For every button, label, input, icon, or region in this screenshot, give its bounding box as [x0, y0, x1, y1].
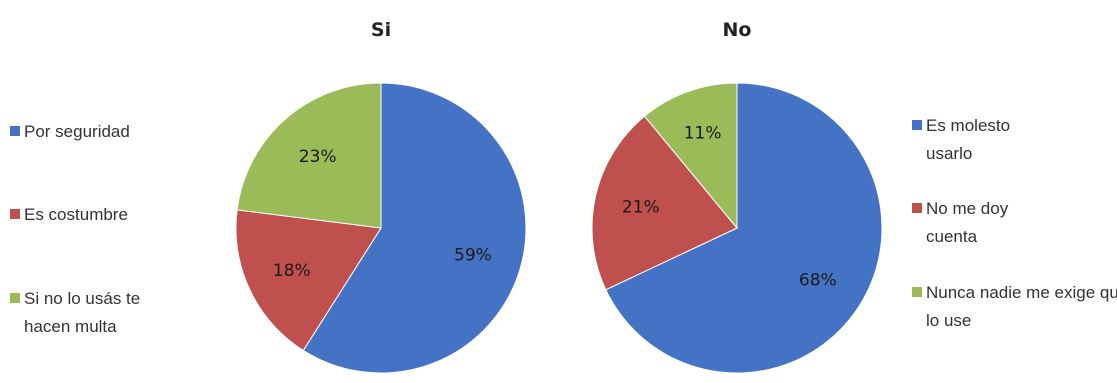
legend-swatch	[912, 287, 922, 297]
legend-label: usarlo	[926, 144, 972, 163]
data-label-por-seguridad: 59%	[454, 246, 492, 266]
legend-label: lo use	[926, 311, 971, 330]
pie-labels-si: 59% 18% 23%	[273, 147, 492, 281]
legend-label: Nunca nadie me exige que	[926, 283, 1117, 302]
legend-swatch	[10, 126, 20, 136]
pie-slice-multa	[236, 82, 382, 229]
pie-slice-no-me-doy-cuenta	[591, 115, 738, 291]
legend-item-nunca-nadie: Nunca nadie me exige que lo use	[912, 283, 1117, 330]
legend-item-es-costumbre: Es costumbre	[10, 205, 128, 224]
pie-labels-no: 68% 21% 11%	[622, 124, 837, 291]
data-label-es-costumbre: 18%	[273, 261, 311, 281]
legend-label: cuenta	[926, 227, 978, 246]
legend-swatch	[10, 293, 20, 303]
legend-swatch	[912, 120, 922, 130]
pie-slices-no	[591, 82, 883, 374]
legend-item-multa: Si no lo usás te hacen multa	[10, 289, 140, 336]
legend-item-por-seguridad: Por seguridad	[10, 122, 130, 141]
pie-slice-nunca-nadie	[643, 82, 738, 230]
chart-si: Si 59% 18% 23%	[235, 19, 527, 374]
pie-slice-por-seguridad	[302, 82, 527, 374]
legend-label: Es costumbre	[24, 205, 128, 224]
legend-item-no-me-doy-cuenta: No me doy cuenta	[912, 199, 1009, 246]
legend-si: Por seguridad Es costumbre Si no lo usás…	[10, 122, 140, 336]
legend-label: hacen multa	[24, 317, 117, 336]
chart-title-si: Si	[371, 19, 391, 41]
legend-label: Es molesto	[926, 116, 1010, 135]
data-label-es-molesto: 68%	[799, 270, 837, 290]
legend-item-es-molesto: Es molesto usarlo	[912, 116, 1010, 163]
pie-slice-es-molesto	[605, 82, 883, 374]
pie-slices-si	[235, 82, 527, 374]
chart-title-no: No	[723, 19, 752, 41]
pie-slice-es-costumbre	[235, 209, 382, 352]
legend-swatch	[912, 203, 922, 213]
data-label-no-me-doy-cuenta: 21%	[622, 198, 660, 218]
data-label-multa: 23%	[299, 147, 337, 167]
data-label-nunca-nadie: 11%	[684, 124, 722, 144]
legend-label: Por seguridad	[24, 122, 130, 141]
legend-swatch	[10, 209, 20, 219]
chart-no: No 68% 21% 11%	[591, 19, 883, 374]
legend-label: No me doy	[926, 199, 1009, 218]
legend-no: Es molesto usarlo No me doy cuenta Nunca…	[912, 116, 1117, 330]
legend-label: Si no lo usás te	[24, 289, 140, 308]
